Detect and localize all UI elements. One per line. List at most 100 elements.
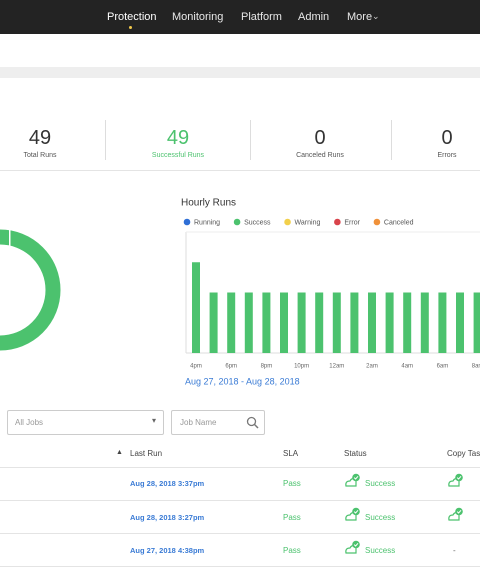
sla: Pass — [283, 479, 301, 488]
icon-check-bg — [455, 473, 463, 482]
column-header: Status — [344, 449, 367, 458]
last-run: Aug 27, 2018 4:38pm — [130, 546, 205, 555]
dropdown-caret: ▾ — [151, 416, 156, 425]
subheader-bar — [0, 67, 480, 78]
stat-value: 49 — [28, 127, 52, 149]
bar — [192, 262, 200, 353]
job-search[interactable]: Job Name — [171, 410, 265, 435]
bar — [368, 292, 376, 353]
x-tick-label: 2am — [366, 364, 378, 370]
stat-divider — [250, 120, 251, 160]
nav-item[interactable]: Platform — [241, 11, 282, 23]
stat-value: 0 — [441, 127, 453, 149]
stat-label: Successful Runs — [151, 152, 205, 159]
row-separator — [0, 533, 480, 534]
status-icon — [448, 507, 463, 521]
donut-success — [0, 229, 61, 351]
bar — [209, 292, 218, 353]
icon-check — [353, 475, 359, 480]
more-caret: ⌄ — [372, 11, 380, 21]
x-tick-label: 4pm — [190, 364, 202, 370]
status-icon — [448, 473, 463, 487]
bar — [473, 292, 480, 353]
nav-item[interactable]: Admin — [298, 11, 330, 23]
stat-label: Canceled Runs — [296, 152, 344, 159]
column-header: Last Run — [130, 449, 163, 458]
donut-gap — [9, 230, 11, 247]
icon-check-bg — [455, 507, 463, 515]
row-separator — [0, 566, 480, 567]
icon-check-bg — [352, 540, 360, 549]
last-run: Aug 28, 2018 3:27pm — [130, 512, 205, 522]
status-icon — [345, 473, 360, 487]
bar — [385, 292, 394, 353]
search-placeholder: Job Name — [180, 418, 217, 427]
status-icon — [345, 507, 360, 521]
bar — [403, 292, 412, 353]
x-tick-label: 6am — [437, 364, 449, 370]
legend-dot — [284, 218, 291, 226]
bar — [280, 292, 288, 353]
nav-item[interactable]: Monitoring — [172, 11, 224, 23]
top-nav: Protection Monitoring Platform Admin More ⌄ — [0, 0, 480, 34]
x-tick-label: 10pm — [294, 364, 309, 370]
legend-dot — [233, 218, 241, 226]
icon-check — [456, 509, 462, 514]
icon-check — [353, 509, 359, 514]
legend-dot — [373, 218, 381, 226]
status: Success — [365, 512, 396, 522]
column-header: Copy Tasks — [447, 449, 480, 458]
icon-check — [353, 542, 359, 547]
nav-item[interactable]: More — [347, 11, 373, 23]
legend-dot — [334, 218, 341, 226]
legend-label: Warning — [295, 219, 321, 226]
date-range: Aug 27, 2018 - Aug 28, 2018 — [185, 376, 300, 386]
sort-arrow: ▲ — [116, 449, 123, 456]
legend-label: Running — [194, 219, 220, 226]
stat-divider — [391, 120, 392, 160]
job-select-label: All Jobs — [15, 418, 44, 427]
stat-value: 49 — [166, 127, 190, 149]
last-run: Aug 28, 2018 3:37pm — [130, 479, 205, 488]
sla: Pass — [283, 546, 301, 555]
row-separator — [0, 467, 480, 468]
bar — [438, 292, 447, 353]
bar — [456, 292, 464, 353]
job-select[interactable]: All Jobs ▾ — [7, 410, 164, 435]
active-indicator — [129, 26, 132, 29]
row-separator — [0, 500, 480, 501]
nav-item[interactable]: Protection — [107, 11, 157, 23]
x-tick-label: 12am — [329, 364, 344, 370]
bar — [262, 292, 271, 353]
bar — [420, 292, 429, 353]
bar — [350, 292, 359, 353]
icon-check-bg — [352, 507, 360, 515]
legend-label: Success — [244, 219, 271, 226]
sla: Pass — [283, 512, 301, 522]
stat-divider — [105, 120, 106, 160]
separator — [0, 170, 480, 171]
chart-area: Hourly Runs Running Success Warning Error Can… — [0, 198, 480, 386]
x-tick-label: 6pm — [225, 364, 237, 370]
status-icon — [345, 540, 360, 554]
legend-label: Canceled — [384, 219, 414, 226]
x-tick-label: 8am — [472, 364, 480, 370]
search-icon — [246, 416, 259, 429]
column-header: SLA — [283, 449, 299, 458]
bar — [227, 292, 236, 353]
icon-check — [456, 475, 462, 480]
stat-value: 0 — [314, 127, 326, 149]
stat-label: Errors — [437, 152, 457, 159]
legend-dot — [183, 218, 191, 226]
icon-check-bg — [352, 473, 360, 482]
legend-label: Error — [344, 219, 360, 226]
bar — [297, 292, 306, 353]
chart-title: Hourly Runs — [181, 198, 236, 209]
status: Success — [365, 546, 396, 555]
copy-tasks: - — [453, 546, 456, 555]
status: Success — [365, 479, 396, 488]
x-tick-label: 4am — [401, 364, 413, 370]
x-tick-label: 8pm — [261, 364, 273, 370]
bar — [332, 292, 341, 353]
